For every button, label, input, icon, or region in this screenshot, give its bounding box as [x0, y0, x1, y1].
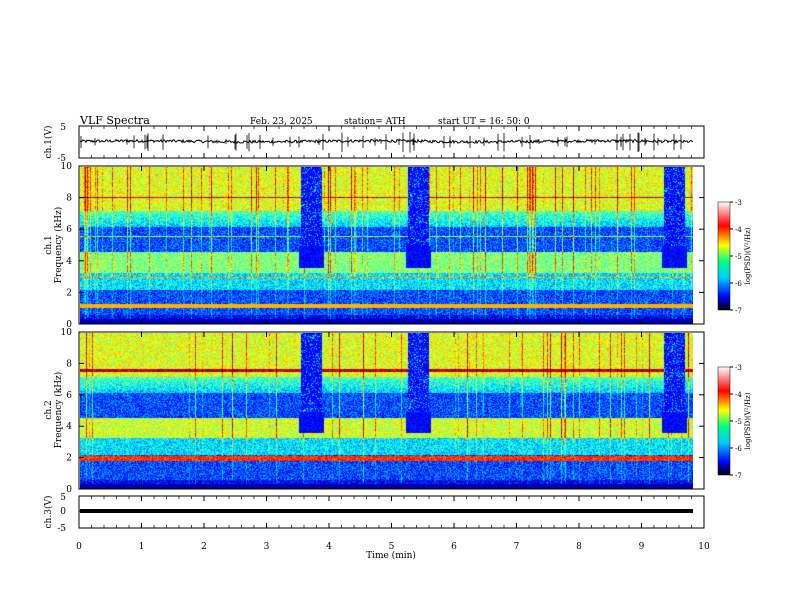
x-tick-label: 8 — [576, 542, 582, 552]
x-tick-label: 0 — [76, 542, 82, 552]
ch2-spec-ylabel-freq: Frequency (kHz) — [53, 372, 64, 449]
colorbar-tick-label: -6 — [735, 445, 742, 453]
ch2-spectrogram-image — [80, 333, 693, 489]
colorbar-tick-label: -5 — [735, 418, 742, 426]
colorbar-tick-label: -4 — [735, 226, 742, 234]
ch1-spec-ylabel-ch: ch.1 — [44, 235, 54, 254]
x-tick-label: 7 — [514, 542, 520, 552]
ch3-ytick-top: 5 — [60, 493, 66, 503]
time-axis: 0 1 2 3 4 5 6 7 8 9 10 — [76, 126, 710, 552]
ch1-trace-line — [79, 138, 694, 145]
start-time-label: start UT = 16: 50: 0 — [438, 117, 530, 127]
freq-tick-label: 2 — [66, 288, 72, 298]
freq-tick-label: 8 — [66, 359, 72, 369]
ch3-ytick-bottom: -5 — [57, 524, 66, 534]
ch1-waveform-panel: 5 -5 ch.1(V) — [43, 123, 705, 164]
freq-tick-label: 6 — [66, 225, 72, 235]
ch3-waveform-ylabel: ch.3(V) — [43, 496, 54, 529]
ch1-colorbar-label: log(PSD)(V²/Hz) — [744, 227, 752, 284]
station-label: station= ATH — [344, 117, 406, 127]
colorbar-tick-label: -7 — [735, 307, 742, 315]
ch2-colorbar — [717, 366, 731, 476]
ch2-colorbar-ticks: -3 -4 -5 -6 -7 — [730, 364, 742, 480]
freq-tick-label: 10 — [61, 162, 73, 172]
x-tick-label: 6 — [451, 542, 457, 552]
ch1-waveform-trace — [79, 132, 694, 153]
x-tick-label: 4 — [326, 542, 332, 552]
freq-tick-label: 6 — [66, 391, 72, 401]
ch1-colorbar — [717, 201, 731, 311]
ch1-colorbar-ticks: -3 -4 -5 -6 -7 — [730, 199, 742, 315]
x-tick-label: 5 — [389, 542, 395, 552]
freq-tick-label: 8 — [66, 194, 72, 204]
ch3-waveform-trace — [80, 509, 693, 513]
ch2-freq-ticks: 0 2 4 6 8 10 — [61, 328, 704, 495]
freq-tick-label: 0 — [66, 320, 72, 330]
ch1-ytick-bottom: -5 — [57, 154, 66, 164]
x-tick-label: 3 — [264, 542, 270, 552]
ch2-spec-ylabel-ch: ch.2 — [44, 400, 54, 419]
freq-tick-label: 0 — [66, 485, 72, 495]
ch1-freq-ticks: 0 2 4 6 8 10 — [61, 162, 704, 330]
colorbar-tick-label: -5 — [735, 253, 742, 261]
colorbar-tick-label: -7 — [735, 472, 742, 480]
freq-tick-label: 4 — [66, 257, 72, 267]
freq-tick-label: 2 — [66, 454, 72, 464]
colorbar-tick-label: -6 — [735, 280, 742, 288]
ch1-spec-ylabel-freq: Frequency (kHz) — [53, 207, 64, 284]
colorbar-tick-label: -3 — [735, 364, 742, 372]
ch1-spectrogram-image — [80, 167, 693, 324]
colorbar-tick-label: -3 — [735, 199, 742, 207]
x-tick-label: 1 — [139, 542, 145, 552]
ch3-ytick-mid: 0 — [60, 507, 66, 517]
x-tick-label: 10 — [698, 542, 710, 552]
ch1-waveform-ylabel: ch.1(V) — [43, 126, 54, 159]
ch3-waveform-panel: 5 0 -5 ch.3(V) — [43, 493, 705, 534]
figure-title: VLF Spectra — [79, 114, 150, 127]
x-tick-label: 2 — [201, 542, 207, 552]
freq-tick-label: 10 — [61, 328, 73, 338]
x-tick-label: 9 — [639, 542, 645, 552]
ch2-colorbar-label: log(PSD)(V²/Hz) — [744, 392, 752, 449]
freq-tick-label: 4 — [66, 422, 72, 432]
date-label: Feb. 23, 2025 — [250, 117, 313, 127]
colorbar-tick-label: -4 — [735, 391, 742, 399]
time-axis-label: Time (min) — [366, 550, 416, 561]
ch1-ytick-top: 5 — [60, 123, 66, 133]
